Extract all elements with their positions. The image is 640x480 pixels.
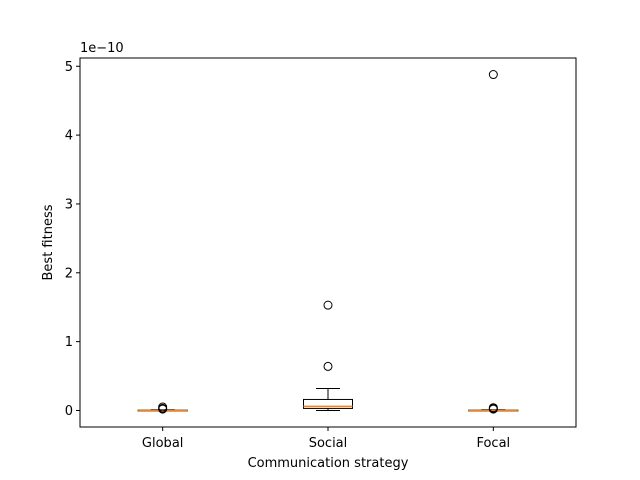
x-tick-label: Social xyxy=(309,436,348,451)
box-focal xyxy=(468,70,519,414)
x-tick-label: Global xyxy=(142,436,183,451)
box-global xyxy=(137,402,188,414)
outlier-point xyxy=(488,403,498,413)
outlier-point xyxy=(323,300,333,310)
y-tick-label: 3 xyxy=(65,197,73,212)
x-axis-label: Communication strategy xyxy=(248,456,409,471)
x-tick-label: Focal xyxy=(476,436,510,451)
y-tick-label: 4 xyxy=(65,129,73,144)
y-axis-label: Best fitness xyxy=(41,204,56,280)
y-tick-label: 5 xyxy=(65,60,73,75)
plot-area: 0 1 2 3 4 5 Global Social Focal xyxy=(65,60,519,451)
y-tick-label: 2 xyxy=(65,266,73,281)
outlier-point xyxy=(323,361,333,371)
y-tick-label: 1 xyxy=(65,335,73,350)
axes-frame xyxy=(79,57,577,428)
y-axis-multiplier: 1e−10 xyxy=(80,41,124,56)
iqr-box xyxy=(303,398,353,409)
outlier-point xyxy=(158,402,168,412)
y-tick-label: 0 xyxy=(65,404,73,419)
box-social xyxy=(303,300,353,411)
outlier-point xyxy=(488,70,498,80)
